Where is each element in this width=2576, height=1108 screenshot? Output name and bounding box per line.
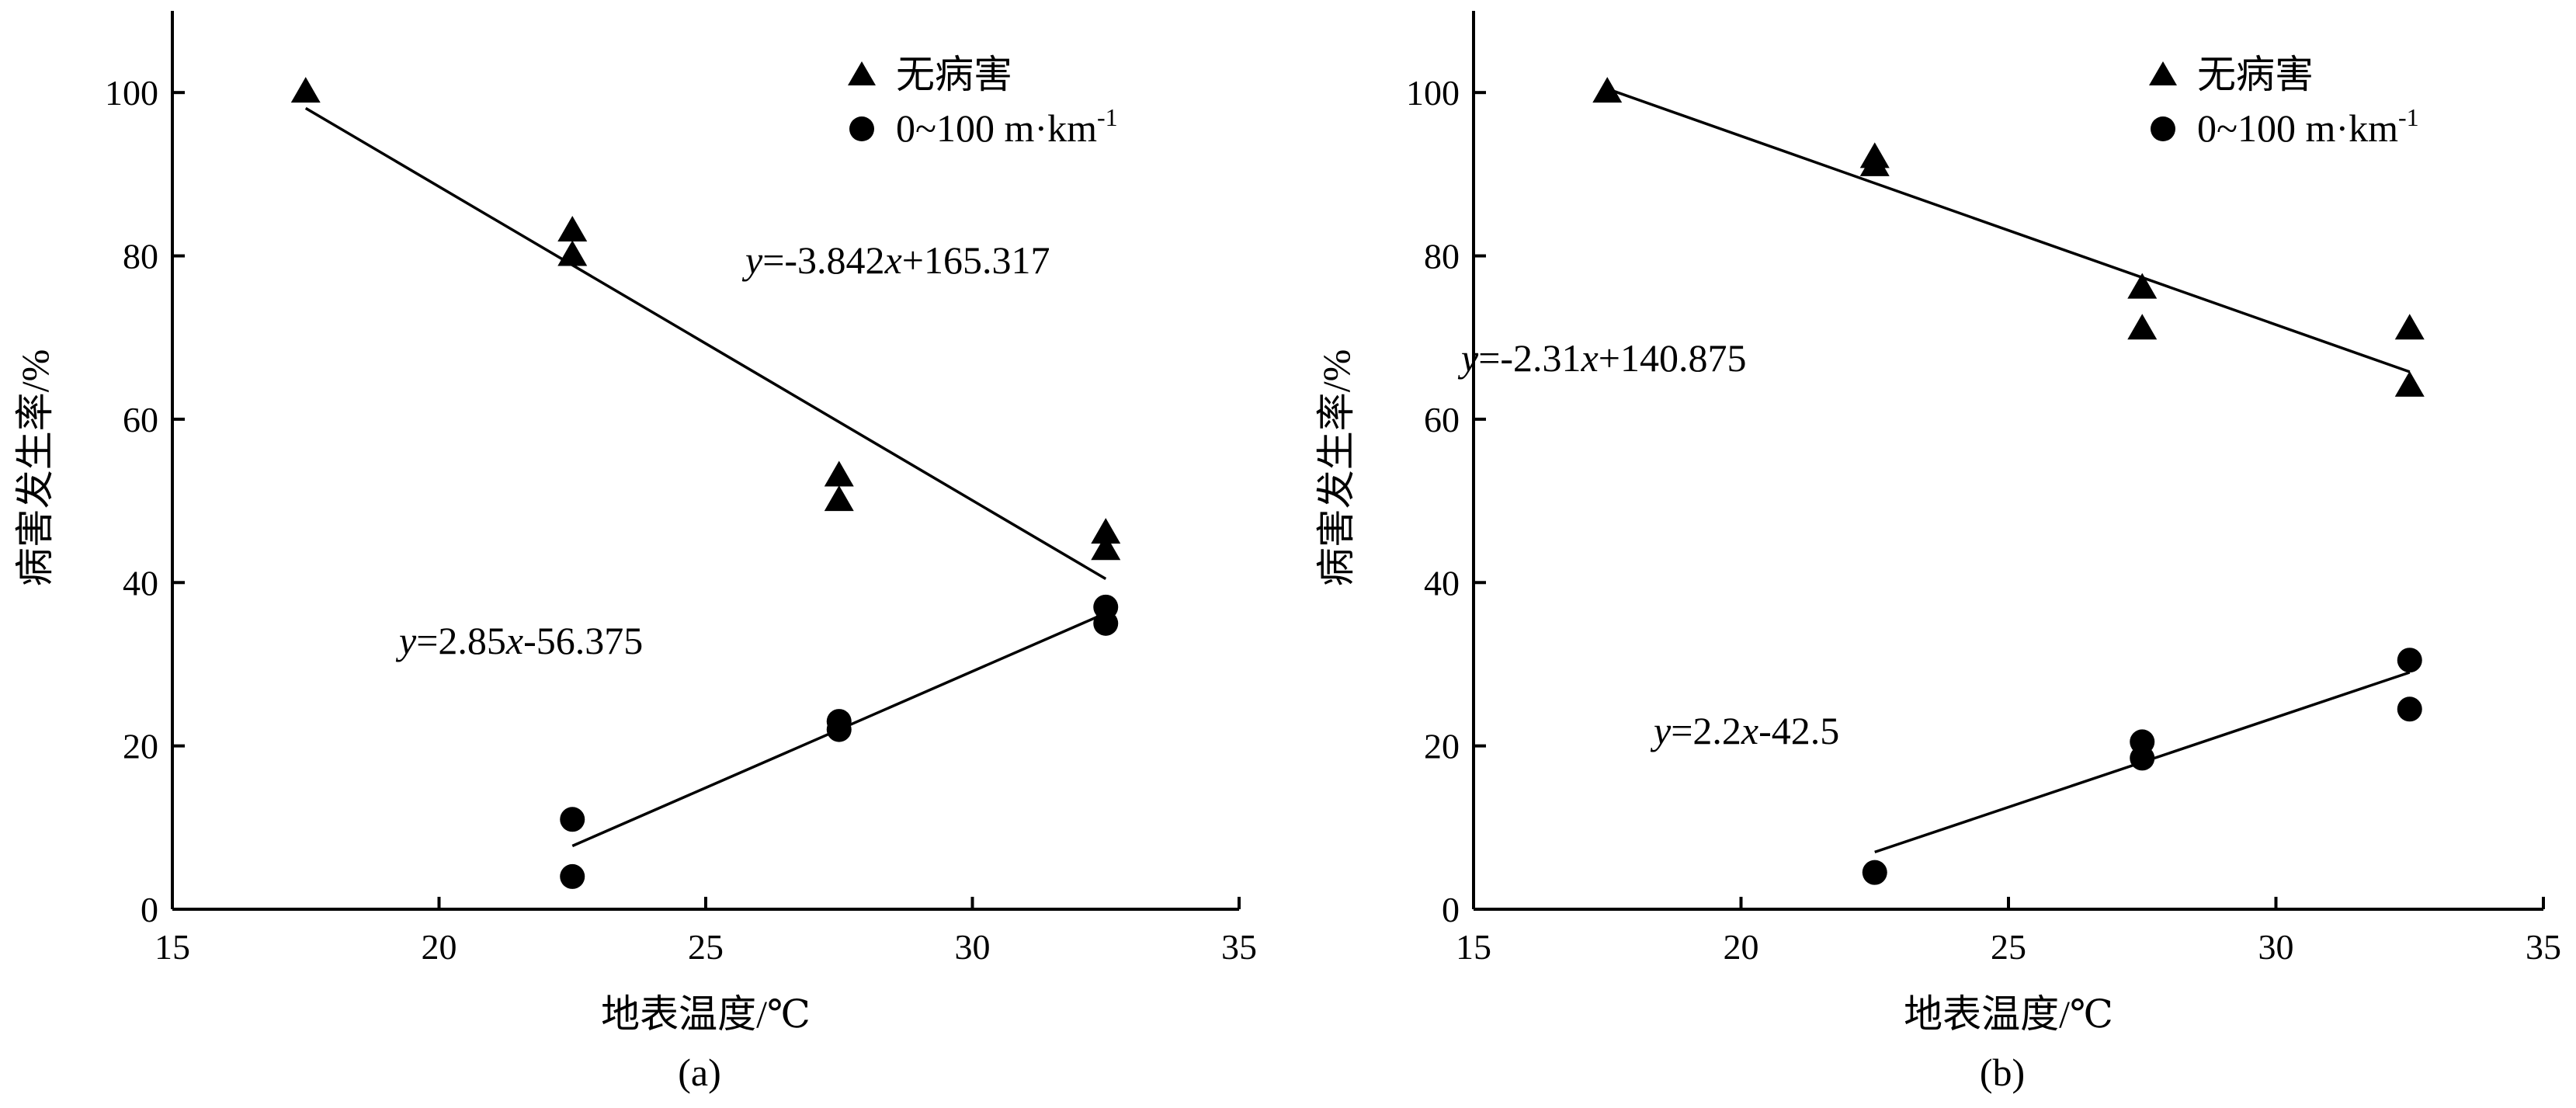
panel-label: (a) [678, 1051, 721, 1094]
circle-point [560, 807, 585, 832]
equation-part-y: y [1650, 709, 1672, 752]
x-tick-label: 35 [2526, 927, 2561, 967]
legend-label-main: 0~100 m·km [2197, 106, 2398, 150]
legend-label-main: 无病害 [896, 53, 1012, 96]
x-tick-label: 30 [2258, 927, 2294, 967]
triangle-point [824, 460, 854, 487]
triangle-point [2394, 370, 2425, 397]
x-tick-label: 15 [154, 927, 190, 967]
equation-part-y: y [395, 619, 417, 662]
triangle-point [1859, 150, 1890, 176]
x-tick-label: 20 [422, 927, 457, 967]
triangle-point [557, 240, 588, 266]
triangle-point [824, 485, 854, 512]
equation-part-x: x [505, 619, 523, 662]
y-axis-label: 病害发生率/% [1314, 349, 1358, 587]
equation-part-x: x [1741, 709, 1758, 752]
y-tick-label: 100 [105, 73, 158, 113]
x-tick-label: 35 [1221, 927, 1257, 967]
legend-circle-marker [2151, 116, 2175, 141]
circle-point [2397, 696, 2422, 722]
equation-part-y: y [1457, 336, 1479, 380]
x-tick-label: 15 [1456, 927, 1491, 967]
circle-point [826, 717, 852, 742]
fit-line [304, 106, 1107, 581]
equation-part-y: y [741, 238, 763, 282]
y-tick-label: 0 [141, 890, 158, 929]
fit-equation: y=2.2x-42.5 [1650, 709, 1839, 752]
legend-label: 0~100 m·km-1 [896, 103, 1118, 150]
y-tick-label: 40 [123, 563, 158, 603]
equation-part-tail: +165.317 [902, 238, 1050, 282]
panel-a: 15 20 25 30 35020406080100地表温度/℃病害发生率/%y=-3.… [13, 11, 1257, 1094]
triangle-point [1091, 534, 1121, 561]
equation-part-tail: -42.5 [1758, 709, 1839, 752]
legend-label-main: 无病害 [2197, 53, 2314, 96]
fit-line [1606, 87, 2411, 373]
y-axis-label: 病害发生率/% [13, 349, 57, 587]
y-tick-label: 0 [1442, 890, 1460, 929]
equation-part-x: x [1581, 336, 1599, 380]
legend-label-superscript: -1 [2398, 103, 2419, 131]
fit-equation: y=-3.842x+165.317 [741, 238, 1050, 282]
triangle-point [2127, 314, 2158, 340]
x-tick-label: 25 [688, 927, 724, 967]
legend-label-main: 0~100 m·km [896, 106, 1097, 150]
triangle-point [2127, 273, 2158, 299]
triangle-point [1091, 518, 1121, 544]
series-no-disease: y=-2.31x+140.875 [1457, 77, 2425, 397]
triangle-point [290, 77, 321, 103]
circle-point [560, 863, 585, 889]
equation-part-tail: +140.875 [1599, 336, 1747, 380]
fit-equation: y=-2.31x+140.875 [1457, 336, 1746, 380]
x-tick-label: 30 [955, 927, 991, 967]
triangle-point [1592, 77, 1623, 103]
x-axis-label: 地表温度/℃ [601, 992, 811, 1036]
triangle-point [557, 215, 588, 241]
legend-label: 无病害 [2197, 53, 2314, 96]
y-tick-label: 20 [123, 727, 158, 766]
x-tick-label: 25 [1991, 927, 2026, 967]
circle-point [2397, 648, 2422, 673]
equation-part-x: x [884, 238, 902, 282]
legend-label: 0~100 m·km-1 [2197, 103, 2419, 150]
y-tick-label: 60 [1424, 400, 1460, 439]
series-circle: y=2.2x-42.5 [1650, 648, 2422, 885]
circle-point [1862, 860, 1887, 885]
y-tick-label: 60 [123, 400, 158, 439]
fit-equation: y=2.85x-56.375 [395, 619, 643, 662]
legend-label-superscript: -1 [1097, 103, 1118, 131]
equation-part-eq: =2.2 [1671, 709, 1741, 752]
equation-part-eq: =-3.842 [762, 238, 884, 282]
series-circle: y=2.85x-56.375 [395, 594, 1119, 889]
equation-part-eq: =2.85 [416, 619, 506, 662]
circle-point [1093, 610, 1119, 636]
legend-circle-marker [849, 116, 874, 141]
y-tick-label: 80 [1424, 237, 1460, 276]
panel-label: (b) [1980, 1051, 2025, 1094]
legend-triangle-marker [2149, 61, 2177, 85]
equation-part-eq: =-2.31 [1478, 336, 1581, 380]
equation-part-tail: -56.375 [523, 619, 643, 662]
y-tick-label: 20 [1424, 727, 1460, 766]
legend-triangle-marker [848, 61, 876, 85]
series-no-disease: y=-3.842x+165.317 [290, 77, 1121, 581]
x-axis-label: 地表温度/℃ [1904, 992, 2113, 1036]
y-tick-label: 40 [1424, 563, 1460, 603]
y-tick-label: 80 [123, 237, 158, 276]
x-tick-label: 20 [1724, 927, 1759, 967]
triangle-point [2394, 314, 2425, 340]
circle-point [2130, 745, 2155, 771]
legend-label: 无病害 [896, 53, 1012, 96]
y-tick-label: 100 [1406, 73, 1460, 113]
